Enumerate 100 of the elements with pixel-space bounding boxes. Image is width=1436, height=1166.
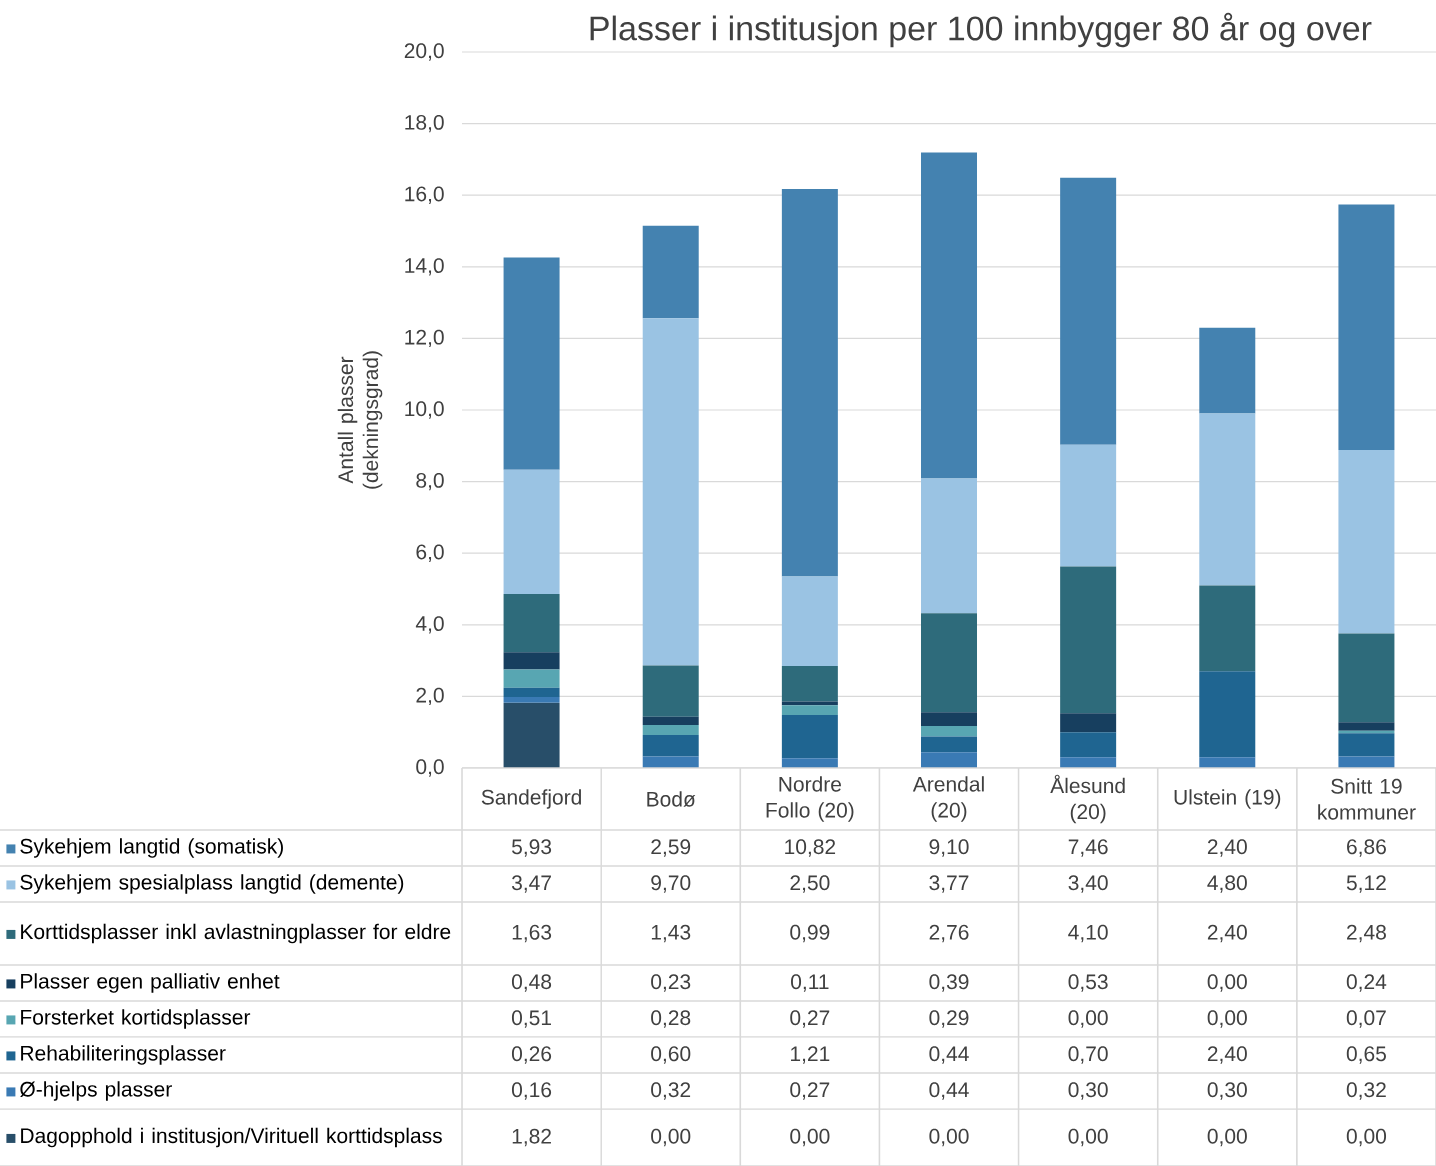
bar <box>503 697 560 703</box>
data-label: 0,51 <box>511 1010 551 1028</box>
bar <box>781 701 838 706</box>
bar <box>921 613 977 713</box>
data-label: 2,50 <box>790 875 830 893</box>
bar <box>921 152 977 479</box>
data-label: 0,00 <box>1207 974 1247 992</box>
data-label: 2,59 <box>651 839 691 857</box>
y-tick-label: 14,0 <box>405 258 444 276</box>
bar <box>503 669 560 688</box>
data-label: 1,63 <box>512 924 552 943</box>
data-label: 10,82 <box>785 839 836 857</box>
bar <box>503 594 560 653</box>
data-label: 0,07 <box>1346 1010 1386 1028</box>
bar <box>642 716 699 726</box>
data-label: 9,10 <box>929 839 969 857</box>
bar <box>1338 204 1395 451</box>
y-tick-label: 4,0 <box>415 616 444 634</box>
data-label: 0,44 <box>929 1046 969 1064</box>
bar <box>1060 713 1117 733</box>
bar <box>1338 733 1395 757</box>
bar <box>1060 566 1117 714</box>
legend-label: Ø-hjelps plasser <box>20 1081 172 1101</box>
data-label: 9,70 <box>651 875 691 893</box>
bar <box>642 735 699 757</box>
data-label: 0,00 <box>1207 1010 1247 1028</box>
y-tick-label: 0,0 <box>416 759 444 777</box>
bar <box>503 257 560 470</box>
data-label: 0,48 <box>511 974 552 992</box>
data-label: 0,32 <box>651 1082 691 1100</box>
x-tick-label: Arendal (20) <box>912 776 984 822</box>
bar <box>921 736 977 753</box>
bar <box>1199 327 1256 414</box>
data-label: 0,65 <box>1346 1046 1386 1064</box>
bar <box>1060 757 1117 768</box>
bar <box>1199 413 1256 586</box>
x-tick-label: Ålesund (20) <box>1050 774 1125 824</box>
bar <box>503 469 560 595</box>
data-label: 2,40 <box>1207 1046 1247 1064</box>
legend-label: Dagopphold i institusjon/Virituell korttidsplass <box>21 1127 442 1148</box>
bar <box>642 665 699 717</box>
data-label: 7,46 <box>1068 839 1108 857</box>
bar <box>642 318 699 666</box>
y-tick-label: 2,0 <box>416 687 444 706</box>
bar <box>921 752 977 768</box>
data-label: 5,12 <box>1346 875 1386 893</box>
bar <box>642 225 699 319</box>
data-label: 0,16 <box>511 1082 552 1100</box>
data-label: 1,43 <box>651 924 691 943</box>
data-label: 0,29 <box>929 1010 969 1028</box>
y-tick-label: 18,0 <box>405 114 444 133</box>
bar <box>1060 177 1117 445</box>
x-tick-label: Nordre Follo (20) <box>766 776 854 822</box>
bar <box>1338 633 1395 723</box>
legend-label: Sykehjem spesialplass langtid (demente) <box>20 874 404 894</box>
data-label: 2,76 <box>929 924 969 943</box>
data-label: 0,23 <box>651 974 691 992</box>
data-label: 0,00 <box>790 1128 830 1147</box>
x-tick-label: Ulstein (19) <box>1174 789 1281 809</box>
data-label: 0,44 <box>929 1082 969 1100</box>
bar <box>503 687 560 698</box>
bar <box>1338 722 1395 731</box>
bar <box>781 576 838 666</box>
bar <box>1199 585 1256 672</box>
data-label: 0,11 <box>791 974 829 992</box>
data-label: 4,80 <box>1207 875 1247 893</box>
legend-label: Sykehjem langtid (somatisk) <box>20 838 283 858</box>
data-label: 0,27 <box>790 1010 830 1028</box>
data-label: 6,86 <box>1347 839 1386 857</box>
y-axis-title: Antall plasser (dekningsgrad) <box>337 351 383 489</box>
bar <box>1199 757 1256 768</box>
data-label: 0,00 <box>1068 1128 1108 1147</box>
bar <box>921 712 977 727</box>
legend-label: Korttidsplasser inkl avlastningplasser for eldre <box>21 923 451 944</box>
y-tick-label: 10,0 <box>405 401 444 419</box>
data-label: 0,60 <box>651 1046 691 1064</box>
data-label: 1,21 <box>791 1046 830 1064</box>
legend-label: Rehabiliteringsplasser <box>21 1045 226 1065</box>
chart-title: Plasser i institusjon per 100 innbygger 80 år og over <box>590 12 1372 48</box>
bar <box>781 665 838 702</box>
data-label: 0,00 <box>1346 1128 1387 1147</box>
data-label: 2,40 <box>1207 839 1247 857</box>
bar <box>1199 671 1256 758</box>
data-label: 0,24 <box>1346 974 1387 992</box>
data-label: 2,40 <box>1207 924 1247 943</box>
data-label: 2,48 <box>1347 924 1386 943</box>
data-label: 0,32 <box>1346 1082 1386 1100</box>
data-label: 0,26 <box>511 1046 552 1064</box>
data-label: 0,00 <box>1068 1010 1108 1028</box>
bar <box>503 702 560 768</box>
bar <box>503 652 560 670</box>
data-label: 0,30 <box>1068 1082 1108 1100</box>
y-tick-label: 8,0 <box>416 472 444 491</box>
bar <box>921 478 977 614</box>
data-label: 0,53 <box>1068 974 1108 992</box>
bar <box>781 705 838 716</box>
data-label: 0,28 <box>651 1010 691 1028</box>
data-label: 4,10 <box>1068 924 1108 943</box>
y-tick-label: 12,0 <box>405 329 444 348</box>
legend-label: Forsterket kortidsplasser <box>21 1009 251 1029</box>
